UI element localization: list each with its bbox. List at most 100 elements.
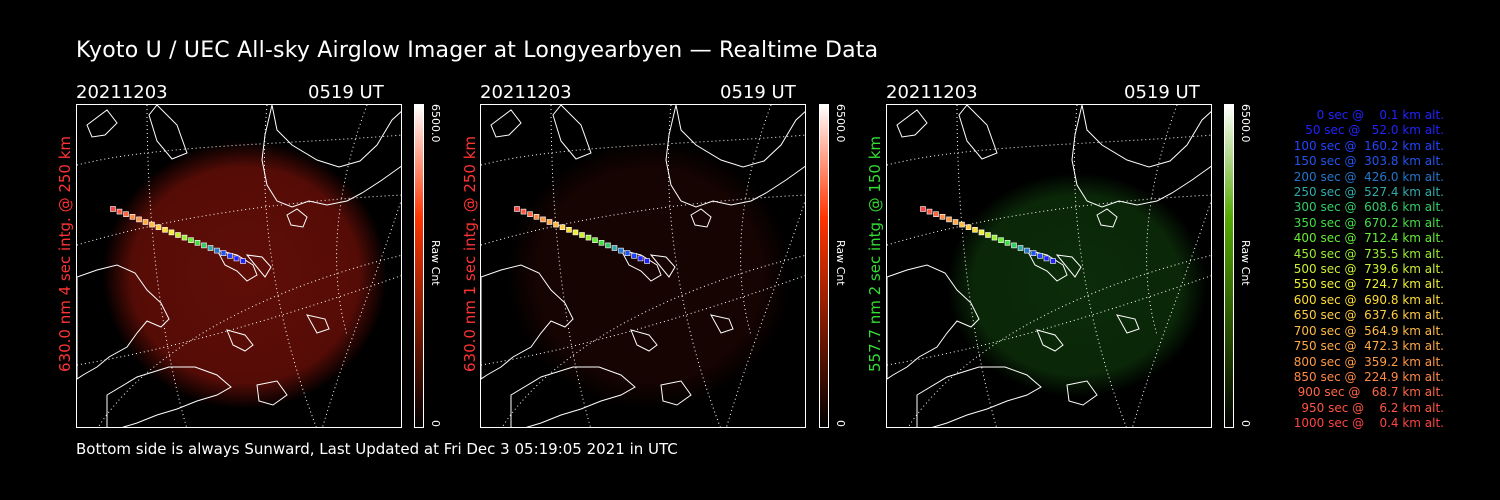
trajectory-point — [546, 219, 553, 225]
trajectory-point — [952, 219, 959, 225]
grid-line — [481, 275, 805, 366]
trajectory-point — [611, 245, 618, 251]
footer-status: Bottom side is always Sunward, Last Upda… — [76, 440, 678, 458]
trajectory-point — [175, 232, 181, 238]
trajectory-point — [605, 242, 611, 249]
trajectory-point — [939, 214, 946, 220]
panel-2-channel-label: 630.0 nm 1 sec intg. @ 250 km — [461, 135, 479, 372]
panel-1-time: 0519 UT — [308, 82, 384, 103]
panel-3-colorbar-max: 6500.0 — [1239, 104, 1252, 143]
allsky-map — [481, 105, 805, 427]
trajectory-point — [1024, 247, 1030, 254]
trajectory-point — [1004, 240, 1011, 246]
trajectory-point — [579, 232, 585, 238]
trajectory-point — [214, 247, 220, 254]
trajectory-point — [129, 214, 136, 220]
legend-row: 950 sec @ 6.2 km alt. — [1297, 400, 1444, 415]
panel-2-date: 20211203 — [480, 82, 572, 103]
airglow-emission — [947, 173, 1207, 397]
trajectory-point — [136, 216, 142, 223]
grid-line — [481, 194, 805, 246]
panel-1-image — [76, 104, 402, 428]
airglow-emission — [103, 141, 387, 409]
trajectory-point — [194, 240, 201, 246]
trajectory-point — [527, 211, 533, 217]
trajectory-point — [155, 224, 162, 230]
trajectory-point — [926, 208, 933, 215]
trajectory-point — [959, 221, 965, 228]
trajectory-point — [188, 237, 194, 243]
trajectory-point — [1017, 245, 1024, 251]
grid-line — [97, 254, 401, 427]
trajectory-point — [514, 206, 520, 212]
coastline — [77, 105, 401, 427]
panel-1-colorbar-unit: Raw Cnt — [429, 240, 442, 286]
airglow-emission — [507, 141, 791, 409]
allsky-map — [77, 105, 401, 427]
legend-row: 250 sec @ 527.4 km alt. — [1289, 185, 1444, 200]
panel-3-time: 0519 UT — [1124, 82, 1200, 103]
grid-line — [77, 275, 401, 366]
trajectory-point — [991, 234, 998, 241]
panel-2-image — [480, 104, 806, 428]
trajectory-legend: 0 sec @ 0.1 km alt. 50 sec @ 52.0 km alt… — [1262, 108, 1444, 432]
grid-line — [956, 105, 997, 427]
trajectory-point — [998, 237, 1004, 243]
legend-row: 750 sec @ 472.3 km alt. — [1289, 339, 1444, 354]
panel-3-image — [886, 104, 1212, 428]
grid-line — [550, 105, 591, 427]
trajectory-point — [559, 224, 566, 230]
panel-2-colorbar — [819, 104, 829, 428]
trajectory-point — [220, 250, 227, 256]
legend-row: 0 sec @ 0.1 km alt. — [1305, 108, 1444, 122]
legend-row: 100 sec @ 160.2 km alt. — [1289, 138, 1444, 153]
legend-row: 200 sec @ 426.0 km alt. — [1289, 169, 1444, 184]
trajectory-point — [637, 255, 644, 262]
legend-row: 700 sec @ 564.9 km alt. — [1289, 323, 1444, 338]
trajectory-point — [566, 227, 572, 233]
trajectory-point — [972, 227, 978, 233]
trajectory-point — [520, 208, 527, 215]
trajectory-point — [985, 232, 991, 238]
panel-1-date: 20211203 — [76, 82, 168, 103]
legend-row: 150 sec @ 303.8 km alt. — [1289, 154, 1444, 169]
grid-line — [146, 105, 187, 427]
trajectory-point — [149, 221, 155, 228]
panel-1-colorbar — [414, 104, 424, 428]
allsky-map — [887, 105, 1211, 427]
legend-row: 400 sec @ 712.4 km alt. — [1289, 231, 1444, 246]
grid-line — [77, 194, 401, 246]
trajectory-point — [631, 253, 637, 259]
trajectory-point — [920, 206, 926, 212]
panel-1-channel-label: 630.0 nm 4 sec intg. @ 250 km — [56, 135, 74, 372]
trajectory-point — [1030, 250, 1037, 256]
panel-3-colorbar — [1224, 104, 1234, 428]
trajectory-point — [540, 216, 546, 223]
panel-2-colorbar-unit: Raw Cnt — [834, 240, 847, 286]
trajectory-point — [572, 229, 579, 236]
trajectory-point — [123, 211, 129, 217]
legend-row: 600 sec @ 690.8 km alt. — [1289, 292, 1444, 307]
panel-3-channel-label: 557.7 nm 2 sec intg. @ 150 km — [866, 135, 884, 372]
trajectory-point — [240, 258, 246, 264]
trajectory-point — [965, 224, 972, 230]
panel-2-time: 0519 UT — [720, 82, 796, 103]
trajectory-point — [168, 229, 175, 236]
grid-line — [667, 105, 721, 427]
grid-line — [887, 134, 1211, 166]
grid-line — [887, 275, 1211, 366]
trajectory-point — [946, 216, 952, 223]
trajectory-point — [644, 258, 650, 264]
legend-row: 1000 sec @ 0.4 km alt. — [1293, 416, 1444, 431]
legend-row: 800 sec @ 359.2 km alt. — [1289, 354, 1444, 369]
legend-row: 300 sec @ 608.6 km alt. — [1289, 200, 1444, 215]
panel-1-colorbar-max: 6500.0 — [429, 104, 442, 143]
grid-line — [263, 105, 317, 427]
page-title: Kyoto U / UEC All-sky Airglow Imager at … — [76, 38, 879, 63]
legend-row: 350 sec @ 670.2 km alt. — [1289, 215, 1444, 230]
trajectory-point — [233, 255, 240, 262]
trajectory-point — [933, 211, 939, 217]
legend-row: 500 sec @ 739.6 km alt. — [1289, 262, 1444, 277]
panel-2-colorbar-max: 6500.0 — [834, 104, 847, 143]
legend-row: 900 sec @ 68.7 km alt. — [1293, 385, 1444, 400]
